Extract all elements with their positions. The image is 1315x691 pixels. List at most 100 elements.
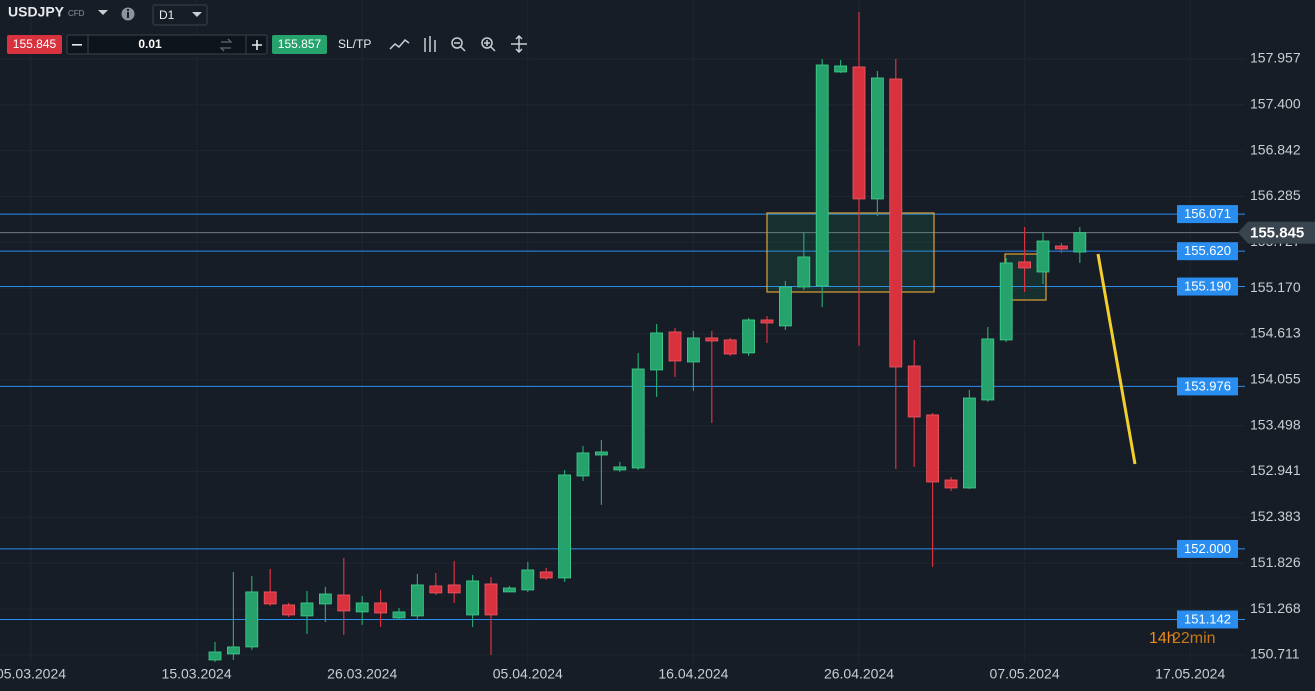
candle-body (447, 584, 461, 594)
y-tick-label: 155.170 (1250, 279, 1301, 295)
line-chart-icon[interactable] (389, 38, 410, 50)
candle-body (208, 651, 222, 661)
candle-body (797, 256, 811, 288)
x-tick-label: 26.04.2024 (824, 666, 894, 682)
bid-price: 155.845 (13, 37, 57, 51)
candle-body (723, 339, 737, 355)
sell-button[interactable] (7, 35, 62, 54)
candle-body (521, 569, 535, 591)
y-tick-label: 151.268 (1250, 600, 1301, 616)
info-icon-glyph (127, 12, 129, 18)
sltp-button[interactable]: SL/TP (338, 37, 371, 51)
level-label: 156.071 (1184, 206, 1231, 221)
candle-body (760, 319, 774, 324)
candle-body (742, 319, 755, 354)
zone-drawing[interactable] (766, 212, 935, 293)
timeframe-dropdown (192, 12, 202, 17)
candle-body (668, 331, 682, 362)
timer-minutes: 22min (1172, 630, 1216, 647)
level-label-box (1177, 539, 1238, 558)
zoom-out-icon[interactable] (451, 37, 463, 49)
current-price-tag (1238, 221, 1315, 244)
candle-body (245, 591, 259, 648)
y-tick-label: 154.613 (1250, 325, 1301, 341)
y-tick-label: 153.498 (1250, 416, 1301, 432)
candle-body (226, 646, 240, 655)
symbol-dropdown[interactable] (98, 10, 108, 15)
candle-body (466, 580, 480, 616)
toolbar: USDJPY CFD D1 155.845 0.01 155.857 SL/TP (7, 4, 527, 55)
candle-body (705, 337, 719, 342)
candle-body (318, 593, 332, 605)
candle-body (650, 332, 663, 371)
swap-icon[interactable] (219, 38, 233, 52)
candle-body (558, 474, 571, 579)
grid (0, 0, 1245, 662)
candle-body (687, 337, 700, 363)
current-price-label: 155.845 (1250, 225, 1304, 242)
candle-body (355, 602, 369, 613)
zoom-out-glyph (454, 42, 466, 52)
candle-body (834, 65, 847, 73)
x-tick-label: 16.04.2024 (658, 666, 728, 682)
candle-body (576, 452, 590, 477)
candle-body (484, 583, 498, 616)
x-tick-label: 17.05.2024 (1155, 666, 1225, 682)
candle-body (337, 594, 351, 612)
level-label: 155.620 (1184, 243, 1231, 258)
candle-body (1036, 240, 1050, 273)
increase-button[interactable] (252, 40, 262, 50)
candle-body (815, 64, 829, 287)
labels: 157.957157.400156.842156.285155.727155.1… (0, 50, 1315, 682)
candle-body (852, 66, 866, 200)
candle-body (944, 479, 958, 489)
level-label: 152.000 (1184, 541, 1231, 556)
candle-body (392, 611, 406, 619)
level-label: 155.190 (1184, 278, 1231, 293)
candle-body (300, 602, 314, 617)
level-label-box (1177, 205, 1238, 224)
candle-body (926, 414, 939, 483)
candle-body (613, 466, 627, 471)
candle-body (595, 451, 608, 456)
timeframe: D1 (159, 8, 175, 22)
level-label-box (1177, 242, 1238, 261)
trend-line-drawing[interactable] (1096, 253, 1137, 465)
y-tick-label: 154.055 (1250, 371, 1301, 387)
timeframe-select[interactable] (152, 4, 208, 26)
candle-body (981, 338, 995, 401)
y-tick-label: 152.941 (1250, 462, 1301, 478)
candle-body (1018, 261, 1031, 269)
candle-body (999, 262, 1013, 341)
buy-button[interactable] (272, 35, 327, 54)
x-tick-label: 05.04.2024 (493, 666, 563, 682)
pan-icon[interactable] (511, 34, 527, 54)
candle-body (429, 585, 443, 594)
candles (208, 12, 1087, 662)
x-tick-label: 26.03.2024 (327, 666, 397, 682)
candle-body (1055, 245, 1068, 250)
zoom-in-glyph (484, 40, 496, 52)
level-label: 153.976 (1184, 378, 1231, 393)
x-tick-label: 05.03.2024 (0, 666, 66, 682)
lot-input[interactable] (66, 34, 268, 55)
y-tick-label: 150.711 (1250, 646, 1300, 662)
info-icon-glyph (127, 9, 129, 11)
candle-body (282, 604, 296, 616)
candle-body (502, 587, 516, 593)
candle-body (963, 397, 976, 489)
decrease-button[interactable] (72, 44, 82, 46)
symbol[interactable]: USDJPY (8, 4, 65, 20)
candle-body (263, 591, 277, 605)
candle-body (374, 602, 388, 614)
y-tick-label: 157.957 (1250, 50, 1301, 66)
level-label: 151.142 (1184, 611, 1231, 626)
ask-price: 155.857 (278, 37, 322, 51)
candle-chart-icon[interactable] (424, 36, 436, 52)
timer-hours: 14h (1149, 630, 1176, 647)
level-label-box (1177, 377, 1238, 396)
zoom-in-icon[interactable] (481, 37, 493, 49)
candle-body (410, 584, 424, 617)
